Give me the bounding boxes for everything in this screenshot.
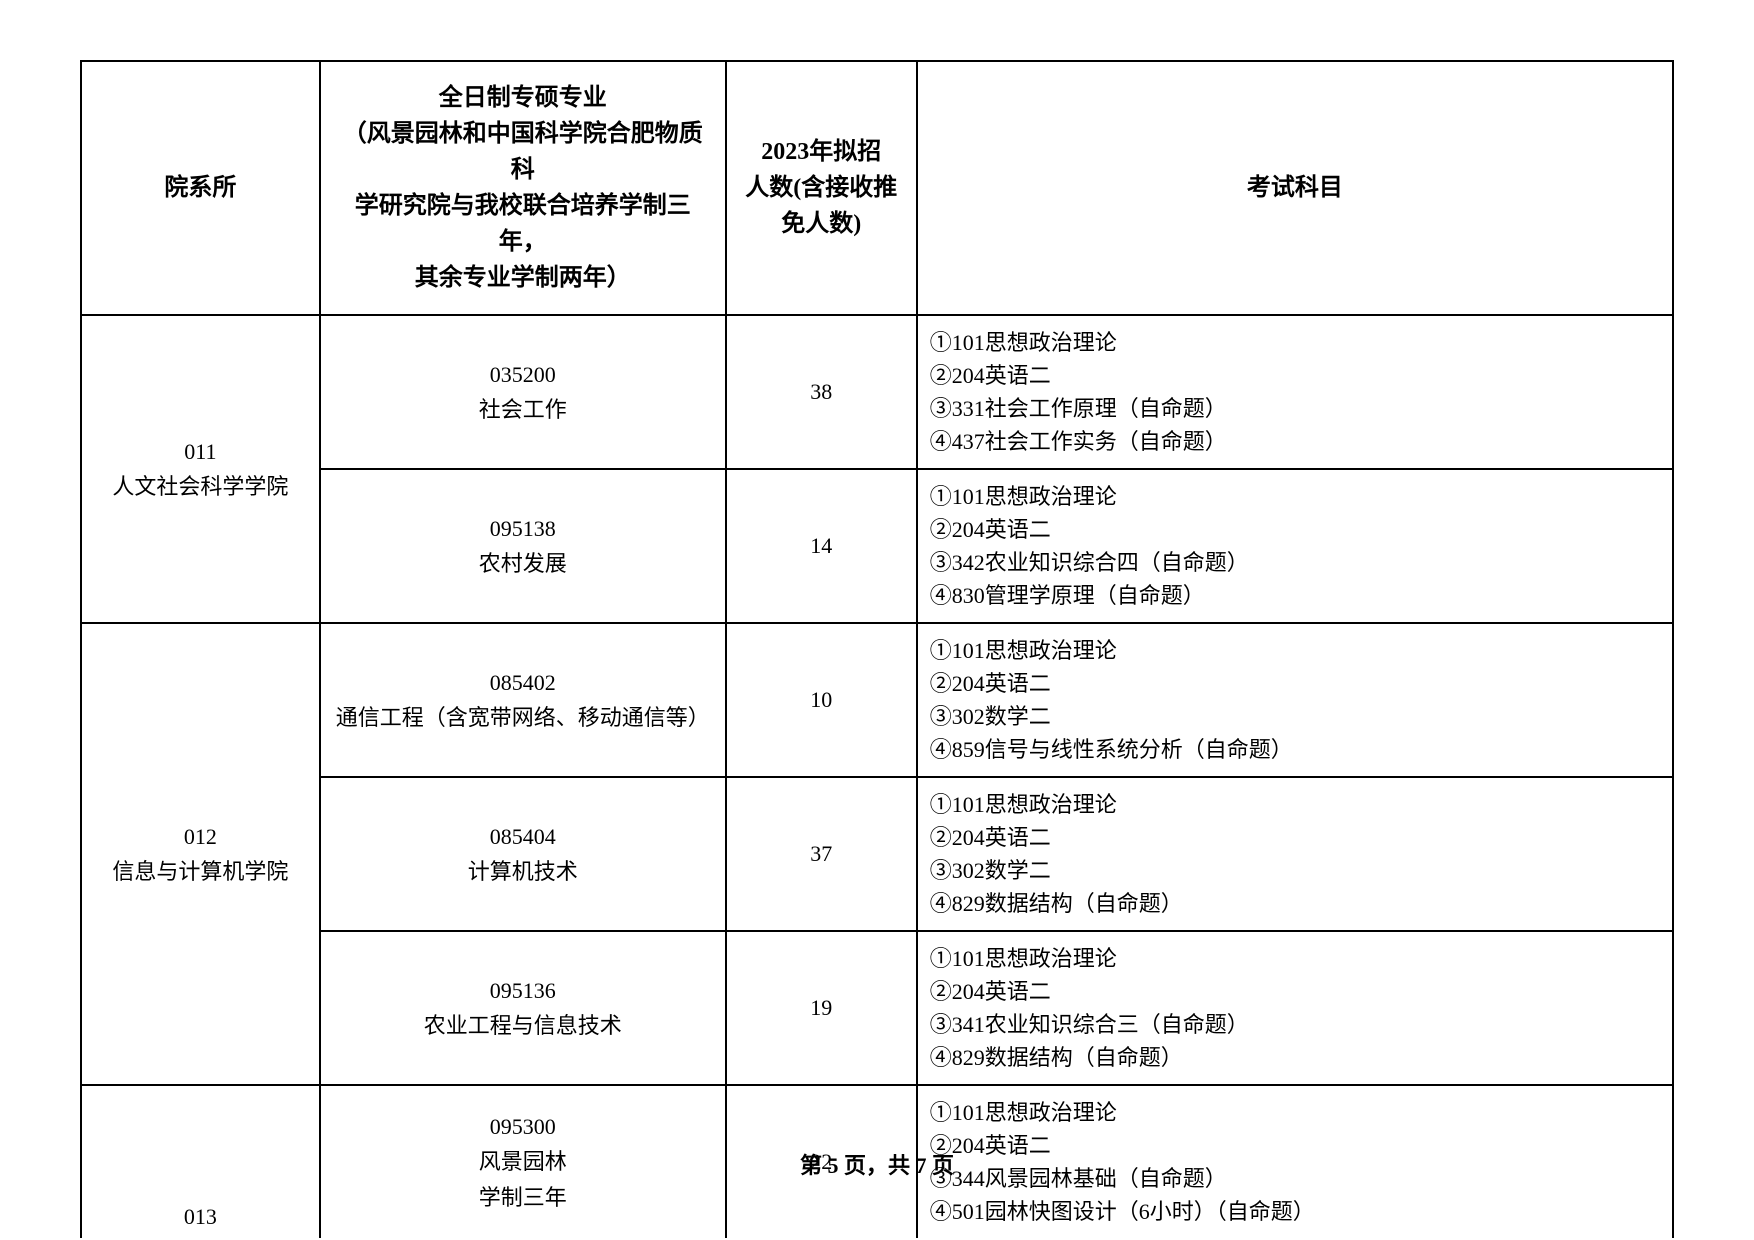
major-code: 035200	[490, 362, 556, 387]
major-code: 095138	[490, 516, 556, 541]
major-extra: 学制三年	[479, 1185, 567, 1210]
dept-code: 011	[184, 439, 216, 464]
major-cell: 085404 计算机技术	[320, 777, 726, 931]
major-cell: 035200 社会工作	[320, 315, 726, 469]
major-name: 社会工作	[479, 397, 567, 422]
major-cell: 095136 农业工程与信息技术	[320, 931, 726, 1085]
major-code: 095136	[490, 978, 556, 1003]
page-current: 5	[827, 1153, 838, 1178]
page-container: 院系所 全日制专硕专业 （风景园林和中国科学院合肥物质科 学研究院与我校联合培养…	[0, 0, 1754, 1238]
table-header-row: 院系所 全日制专硕专业 （风景园林和中国科学院合肥物质科 学研究院与我校联合培养…	[81, 61, 1673, 315]
table-row: 085404 计算机技术 37 ①101思想政治理论 ②204英语二 ③302数…	[81, 777, 1673, 931]
major-cell: 085402 通信工程（含宽带网络、移动通信等）	[320, 623, 726, 777]
dept-code: 013	[184, 1204, 217, 1229]
subjects-cell: ①101思想政治理论 ②204英语二 ③342农业知识综合四（自命题） ④830…	[917, 469, 1673, 623]
page-footer: 第 5 页，共 7 页	[0, 1148, 1754, 1180]
header-subjects: 考试科目	[917, 61, 1673, 315]
page-suffix: 页	[927, 1153, 955, 1178]
subjects-cell: ①101思想政治理论 ②204英语二 ③302数学二 ④859信号与线性系统分析…	[917, 623, 1673, 777]
major-name: 农业工程与信息技术	[424, 1013, 622, 1038]
major-name: 通信工程（含宽带网络、移动通信等）	[336, 705, 710, 730]
major-code: 095300	[490, 1114, 556, 1139]
count-cell: 14	[726, 469, 917, 623]
page-mid: 页，共	[838, 1153, 915, 1178]
header-major: 全日制专硕专业 （风景园林和中国科学院合肥物质科 学研究院与我校联合培养学制三年…	[320, 61, 726, 315]
major-name: 农村发展	[479, 551, 567, 576]
table-row: 095136 农业工程与信息技术 19 ①101思想政治理论 ②204英语二 ③…	[81, 931, 1673, 1085]
count-cell: 38	[726, 315, 917, 469]
table-row: 095138 农村发展 14 ①101思想政治理论 ②204英语二 ③342农业…	[81, 469, 1673, 623]
major-code: 085404	[490, 824, 556, 849]
dept-name: 信息与计算机学院	[112, 859, 288, 884]
dept-cell: 012 信息与计算机学院	[81, 623, 320, 1085]
count-cell: 10	[726, 623, 917, 777]
dept-cell: 011 人文社会科学学院	[81, 315, 320, 623]
page-prefix: 第	[800, 1153, 828, 1178]
dept-name: 人文社会科学学院	[112, 474, 288, 499]
table-row: 012 信息与计算机学院 085402 通信工程（含宽带网络、移动通信等） 10…	[81, 623, 1673, 777]
major-cell: 095138 农村发展	[320, 469, 726, 623]
admission-table: 院系所 全日制专硕专业 （风景园林和中国科学院合肥物质科 学研究院与我校联合培养…	[80, 60, 1674, 1238]
dept-code: 012	[184, 824, 217, 849]
subjects-cell: ①101思想政治理论 ②204英语二 ③331社会工作原理（自命题） ④437社…	[917, 315, 1673, 469]
major-code: 085402	[490, 670, 556, 695]
count-cell: 19	[726, 931, 917, 1085]
major-name: 计算机技术	[468, 859, 578, 884]
page-total: 7	[916, 1153, 927, 1178]
header-count: 2023年拟招 人数(含接收推 免人数)	[726, 61, 917, 315]
count-cell: 37	[726, 777, 917, 931]
subjects-cell: ①101思想政治理论 ②204英语二 ③302数学二 ④829数据结构（自命题）	[917, 777, 1673, 931]
table-row: 011 人文社会科学学院 035200 社会工作 38 ①101思想政治理论 ②…	[81, 315, 1673, 469]
header-department: 院系所	[81, 61, 320, 315]
subjects-cell: ①101思想政治理论 ②204英语二 ③341农业知识综合三（自命题） ④829…	[917, 931, 1673, 1085]
